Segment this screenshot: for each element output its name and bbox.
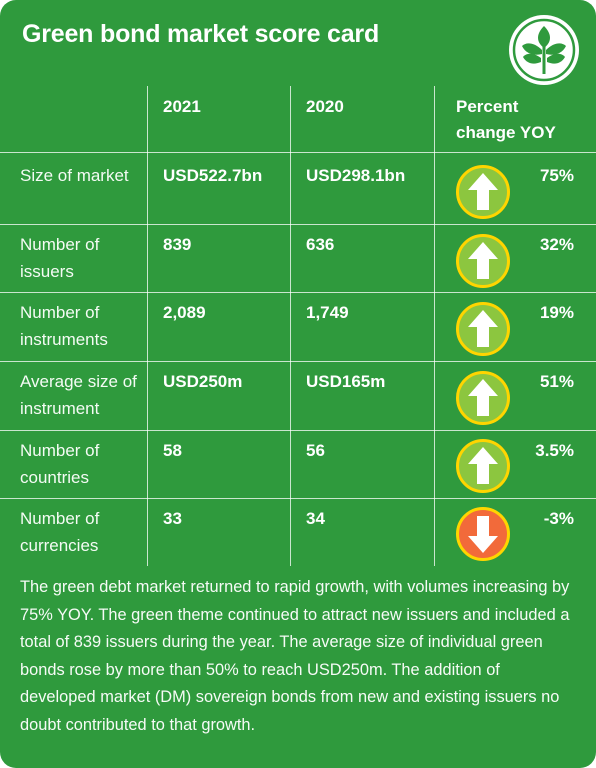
row-value-previous: 636 — [306, 235, 335, 254]
row-divider — [0, 292, 596, 293]
row-label-currencies: Number of currencies — [20, 509, 100, 555]
row-percent-change: 3.5% — [535, 441, 574, 460]
row-percent-change: 19% — [539, 303, 574, 322]
row-value-previous: 56 — [306, 441, 325, 460]
row-percent-change: -3% — [543, 509, 574, 528]
header-percent-change: Percent change YOY — [456, 97, 556, 142]
row-label-size-of-market: Size of market — [20, 166, 129, 185]
row-label-issuers: Number of issuers — [20, 235, 100, 281]
arrow-up-icon — [456, 371, 510, 425]
column-divider — [290, 86, 291, 566]
score-table: 2021 2020 Percent change YOY Size of mar… — [0, 86, 596, 566]
row-divider — [0, 152, 596, 153]
row-percent-change: 51% — [539, 372, 574, 391]
arrow-up-icon — [456, 234, 510, 288]
arrow-down-icon — [456, 507, 510, 561]
row-percent-change: 32% — [539, 235, 574, 254]
row-value-previous: USD298.1bn — [306, 166, 406, 185]
row-percent-change: 75% — [539, 166, 574, 185]
row-value-current: 58 — [163, 441, 182, 460]
row-value-current: 839 — [163, 235, 192, 254]
header-year-current: 2021 — [163, 97, 201, 116]
row-divider — [0, 361, 596, 362]
row-value-previous: USD165m — [306, 372, 386, 391]
row-label-average-size: Average size of instrument — [20, 372, 137, 418]
row-value-current: USD522.7bn — [163, 166, 263, 185]
row-value-current: 33 — [163, 509, 182, 528]
leaf-logo-icon — [509, 15, 579, 85]
column-divider — [147, 86, 148, 566]
row-label-countries: Number of countries — [20, 441, 100, 487]
row-value-previous: 34 — [306, 509, 325, 528]
row-divider — [0, 430, 596, 431]
header-year-previous: 2020 — [306, 97, 344, 116]
card-title: Green bond market score card — [22, 20, 380, 48]
row-value-current: USD250m — [163, 372, 243, 391]
arrow-up-icon — [456, 302, 510, 356]
row-value-previous: 1,749 — [306, 303, 349, 322]
row-label-instruments: Number of instruments — [20, 303, 108, 349]
summary-paragraph: The green debt market returned to rapid … — [20, 578, 570, 734]
row-divider — [0, 224, 596, 225]
row-divider — [0, 498, 596, 499]
arrow-up-icon — [456, 165, 510, 219]
arrow-up-icon — [456, 439, 510, 493]
column-divider — [434, 86, 435, 566]
row-value-current: 2,089 — [163, 303, 206, 322]
